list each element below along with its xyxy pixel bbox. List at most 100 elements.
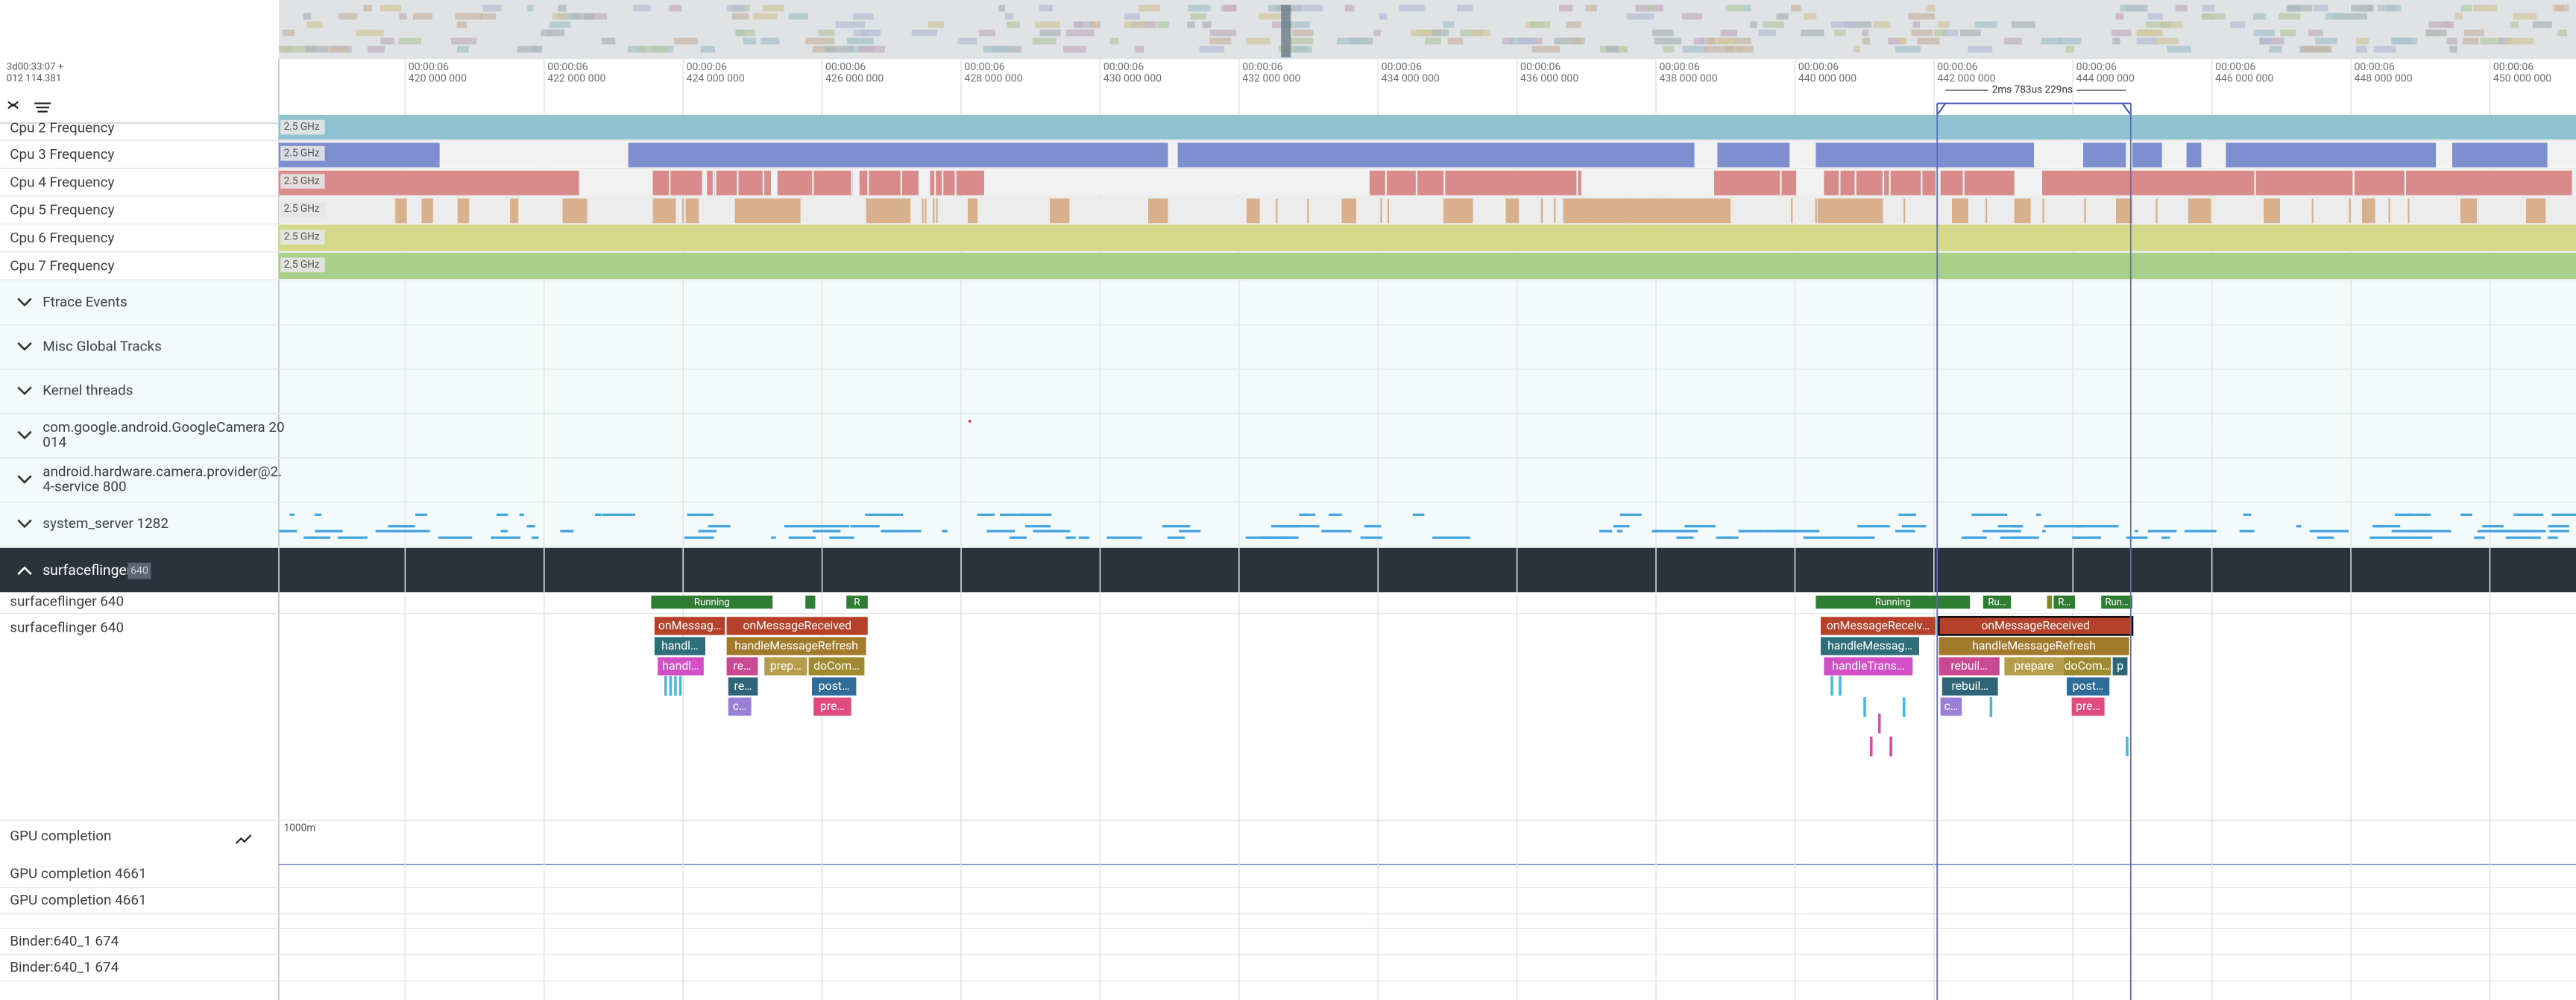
- thread-state[interactable]: [2101, 595, 2133, 609]
- slice[interactable]: [726, 657, 758, 676]
- slice-label[interactable]: pre…: [2076, 699, 2100, 713]
- sys-slice: [1961, 536, 1985, 539]
- slice-label[interactable]: handl…: [662, 658, 699, 673]
- slice[interactable]: [728, 677, 758, 696]
- slice-label[interactable]: handleTrans…: [1832, 658, 1904, 673]
- slice[interactable]: [728, 697, 752, 716]
- slice-label[interactable]: doCom…: [2065, 658, 2111, 673]
- slice-label[interactable]: pre…: [820, 699, 845, 713]
- slice[interactable]: [1942, 677, 1998, 696]
- group-name[interactable]: 014: [42, 433, 66, 450]
- slice-label[interactable]: post…: [819, 679, 850, 693]
- slice-label[interactable]: onMessageReceiv…: [1827, 618, 1930, 632]
- group-name[interactable]: Misc Global Tracks: [42, 337, 162, 354]
- slice-label[interactable]: doCom…: [813, 658, 860, 673]
- slice-label[interactable]: onMessageReceived: [743, 618, 851, 632]
- slice-label[interactable]: handleMessageRefresh: [734, 638, 858, 652]
- sys-slice: [1299, 513, 1316, 516]
- thread-state[interactable]: [1816, 595, 1971, 609]
- chart-icon[interactable]: [236, 834, 252, 844]
- group-name[interactable]: Kernel threads: [42, 382, 133, 399]
- collapse-icon[interactable]: [7, 101, 19, 110]
- track-name: Binder:640_1 674: [10, 958, 119, 975]
- overview-block: [338, 13, 358, 20]
- slice[interactable]: [2071, 697, 2105, 716]
- thread-state[interactable]: [846, 595, 868, 609]
- filter-lines[interactable]: [34, 102, 51, 113]
- slice[interactable]: [2112, 657, 2128, 676]
- slice-label[interactable]: p: [2117, 658, 2123, 673]
- group-name[interactable]: 4-service 800: [42, 477, 126, 494]
- group-name[interactable]: system_server 1282: [42, 515, 169, 532]
- slice[interactable]: [808, 657, 865, 676]
- slice[interactable]: [1821, 637, 1920, 655]
- overview-block: [1134, 45, 1144, 53]
- expand-chevron[interactable]: [17, 475, 32, 484]
- slice[interactable]: [1939, 657, 2000, 676]
- slice-label[interactable]: rebuil…: [1950, 658, 1988, 673]
- slice[interactable]: [658, 657, 704, 676]
- freq-scale: 2.5 GHz: [284, 175, 320, 187]
- slice-label[interactable]: onMessag…: [658, 618, 721, 632]
- freq-spike: [1921, 170, 1923, 195]
- scale-box: [280, 257, 325, 273]
- slice[interactable]: [726, 617, 868, 635]
- freq-segment: [421, 198, 433, 224]
- process-chevron[interactable]: [17, 566, 32, 575]
- process-header[interactable]: [0, 547, 2576, 593]
- slice-label[interactable]: prep…: [770, 658, 802, 673]
- freq-segment: [859, 170, 919, 195]
- overview-block: [1804, 13, 1817, 20]
- slice-label[interactable]: post…: [2073, 679, 2104, 693]
- thread-state[interactable]: [2053, 595, 2076, 609]
- slice[interactable]: [2004, 657, 2064, 676]
- slice[interactable]: [1821, 617, 1936, 635]
- slice-label[interactable]: handleMessag…: [1827, 638, 1912, 652]
- slice[interactable]: [1940, 697, 1962, 716]
- sys-slice: [2548, 536, 2558, 539]
- group-name[interactable]: android.hardware.camera.provider@2.: [42, 463, 282, 480]
- thread-state[interactable]: [1983, 595, 2012, 609]
- slice[interactable]: [2067, 677, 2110, 696]
- overview-block: [2111, 29, 2132, 37]
- expand-chevron[interactable]: [17, 298, 32, 307]
- sys-slice: [279, 529, 284, 532]
- freq-segment: [1247, 198, 1260, 224]
- slice-label[interactable]: rebuil…: [1951, 679, 1988, 693]
- slice-label[interactable]: onMessageReceived: [1981, 618, 2090, 632]
- tick-time: 00:00:06: [687, 61, 727, 73]
- slice-label[interactable]: handleMessageRefresh: [1972, 638, 2096, 652]
- slice[interactable]: [654, 617, 725, 635]
- filter-icon[interactable]: [34, 102, 51, 113]
- process-name[interactable]: surfaceflinger: [42, 562, 132, 579]
- slice[interactable]: [2063, 657, 2111, 676]
- slice[interactable]: [813, 697, 851, 716]
- slice-label[interactable]: handl…: [661, 638, 698, 652]
- freq-spike: [1626, 198, 1628, 224]
- expand-chevron[interactable]: [17, 519, 32, 529]
- overview-block: [552, 13, 567, 20]
- slice[interactable]: [764, 657, 807, 676]
- slice[interactable]: [1824, 657, 1913, 676]
- slice-label[interactable]: c…: [1944, 699, 1958, 713]
- freq-segment: [1370, 170, 1581, 195]
- slice-label[interactable]: re…: [734, 679, 752, 693]
- slice[interactable]: [1939, 637, 2129, 655]
- thread-state[interactable]: [651, 595, 773, 609]
- slice-label[interactable]: re…: [733, 658, 751, 673]
- overview-block: [2230, 21, 2245, 28]
- slice-label[interactable]: prepare: [2014, 658, 2054, 673]
- slice[interactable]: [812, 677, 857, 696]
- freq-segment: [1717, 142, 1790, 168]
- slice-label[interactable]: c…: [733, 699, 747, 713]
- group-name[interactable]: Ftrace Events: [42, 293, 127, 310]
- expand-chevron[interactable]: [17, 342, 32, 351]
- expand-chevron[interactable]: [17, 386, 32, 395]
- overview-block: [1898, 37, 1906, 45]
- collapse-chevrons[interactable]: [7, 101, 19, 110]
- expand-chevron[interactable]: [17, 430, 32, 440]
- slice[interactable]: [654, 637, 706, 655]
- slice[interactable]: [1938, 615, 2134, 636]
- group-name[interactable]: com.google.android.GoogleCamera 20: [42, 418, 284, 435]
- slice[interactable]: [726, 637, 866, 655]
